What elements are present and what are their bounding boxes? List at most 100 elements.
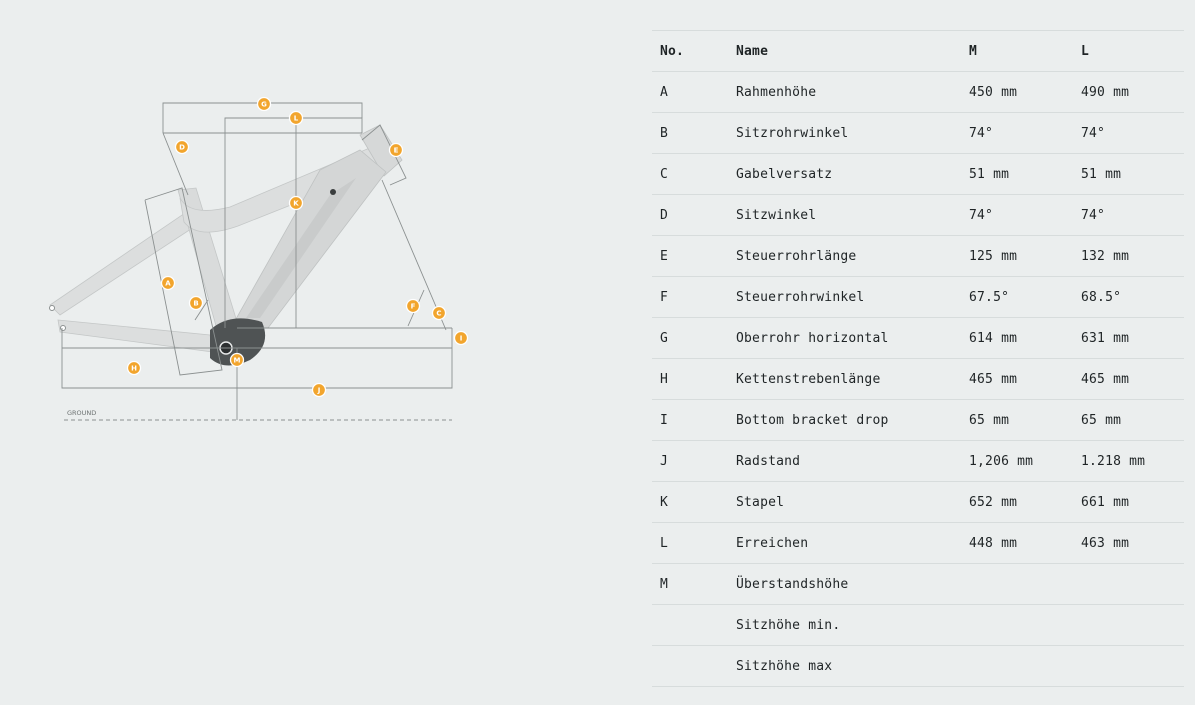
badge-i: I — [453, 330, 469, 346]
table-row: K Stapel 652 mm 661 mm — [652, 481, 1184, 523]
badge-h: H — [126, 360, 142, 376]
row-name: Stapel — [728, 481, 961, 523]
header-name: Name — [728, 30, 961, 72]
row-l-value: 465 mm — [1073, 358, 1184, 400]
row-no: K — [652, 481, 728, 523]
row-name: Oberrohr horizontal — [728, 317, 961, 359]
svg-text:J: J — [317, 387, 321, 395]
row-l-value: 74° — [1073, 194, 1184, 236]
row-m-value: 450 mm — [961, 71, 1073, 113]
bike-frame — [49, 124, 403, 366]
row-m-value — [961, 604, 1073, 646]
row-m-value: 125 mm — [961, 235, 1073, 277]
row-m-value: 74° — [961, 112, 1073, 154]
row-m-value — [961, 563, 1073, 605]
table-row: A Rahmenhöhe 450 mm 490 mm — [652, 71, 1184, 113]
ground-label: GROUND — [67, 409, 96, 417]
row-l-value: 132 mm — [1073, 235, 1184, 277]
row-l-value: 1.218 mm — [1073, 440, 1184, 482]
row-name: Gabelversatz — [728, 153, 961, 195]
row-l-value: 661 mm — [1073, 481, 1184, 523]
row-no: C — [652, 153, 728, 195]
row-name: Sitzrohrwinkel — [728, 112, 961, 154]
row-name: Radstand — [728, 440, 961, 482]
row-name: Erreichen — [728, 522, 961, 564]
row-no: B — [652, 112, 728, 154]
badge-m: M — [229, 352, 245, 368]
table-row: J Radstand 1,206 mm 1.218 mm — [652, 440, 1184, 482]
row-name: Steuerrohrwinkel — [728, 276, 961, 318]
badge-c: C — [431, 305, 447, 321]
row-no: F — [652, 276, 728, 318]
row-no: E — [652, 235, 728, 277]
table-row: I Bottom bracket drop 65 mm 65 mm — [652, 399, 1184, 441]
row-name: Kettenstrebenlänge — [728, 358, 961, 400]
table-row: G Oberrohr horizontal 614 mm 631 mm — [652, 317, 1184, 359]
svg-text:M: M — [234, 357, 241, 365]
row-m-value: 74° — [961, 194, 1073, 236]
row-name: Bottom bracket drop — [728, 399, 961, 441]
row-m-value: 614 mm — [961, 317, 1073, 359]
row-no: M — [652, 563, 728, 605]
row-no: A — [652, 71, 728, 113]
row-l-value: 74° — [1073, 112, 1184, 154]
row-name: Steuerrohrlänge — [728, 235, 961, 277]
table-row: M Überstandshöhe — [652, 563, 1184, 605]
svg-text:F: F — [411, 303, 416, 311]
table-row: E Steuerrohrlänge 125 mm 132 mm — [652, 235, 1184, 277]
badge-k: K — [288, 195, 304, 211]
row-m-value: 51 mm — [961, 153, 1073, 195]
header-no: No. — [652, 30, 728, 72]
badge-g: G — [256, 96, 272, 112]
badge-j: J — [311, 382, 327, 398]
badge-a: A — [160, 275, 176, 291]
row-l-value — [1073, 604, 1184, 646]
row-l-value — [1073, 645, 1184, 687]
header-size-l: L — [1073, 30, 1184, 72]
table-row: L Erreichen 448 mm 463 mm — [652, 522, 1184, 564]
svg-text:E: E — [394, 147, 399, 155]
svg-text:L: L — [294, 115, 299, 123]
svg-text:H: H — [131, 365, 137, 373]
row-no: I — [652, 399, 728, 441]
row-name: Überstandshöhe — [728, 563, 961, 605]
row-no — [652, 645, 728, 687]
svg-text:G: G — [261, 101, 267, 109]
row-no: H — [652, 358, 728, 400]
table-row: C Gabelversatz 51 mm 51 mm — [652, 153, 1184, 195]
badge-e: E — [388, 142, 404, 158]
table-row: Sitzhöhe max — [652, 645, 1184, 687]
row-l-value: 463 mm — [1073, 522, 1184, 564]
row-no: G — [652, 317, 728, 359]
row-m-value: 448 mm — [961, 522, 1073, 564]
row-m-value: 65 mm — [961, 399, 1073, 441]
row-l-value — [1073, 563, 1184, 605]
row-m-value — [961, 645, 1073, 687]
geometry-table: No. Name M L A Rahmenhöhe 450 mm 490 mm B Si… — [652, 30, 1184, 687]
table-row: D Sitzwinkel 74° 74° — [652, 194, 1184, 236]
badge-f: F — [405, 298, 421, 314]
header-size-m: M — [961, 30, 1073, 72]
badge-b: B — [188, 295, 204, 311]
svg-text:K: K — [293, 200, 299, 208]
svg-text:B: B — [193, 300, 198, 308]
svg-text:C: C — [436, 310, 441, 318]
table-header-row: No. Name M L — [652, 30, 1184, 72]
row-l-value: 68.5° — [1073, 276, 1184, 318]
row-name: Sitzhöhe max — [728, 645, 961, 687]
frame-geometry-diagram: GROUND G L D E K A B F C I M H J — [49, 96, 469, 421]
row-m-value: 1,206 mm — [961, 440, 1073, 482]
row-l-value: 490 mm — [1073, 71, 1184, 113]
table-row: H Kettenstrebenlänge 465 mm 465 mm — [652, 358, 1184, 400]
row-no: L — [652, 522, 728, 564]
row-m-value: 652 mm — [961, 481, 1073, 523]
row-l-value: 51 mm — [1073, 153, 1184, 195]
row-l-value: 65 mm — [1073, 399, 1184, 441]
svg-text:D: D — [179, 144, 185, 152]
table-row: Sitzhöhe min. — [652, 604, 1184, 646]
table-row: F Steuerrohrwinkel 67.5° 68.5° — [652, 276, 1184, 318]
row-no: J — [652, 440, 728, 482]
row-m-value: 67.5° — [961, 276, 1073, 318]
row-no — [652, 604, 728, 646]
row-name: Sitzwinkel — [728, 194, 961, 236]
